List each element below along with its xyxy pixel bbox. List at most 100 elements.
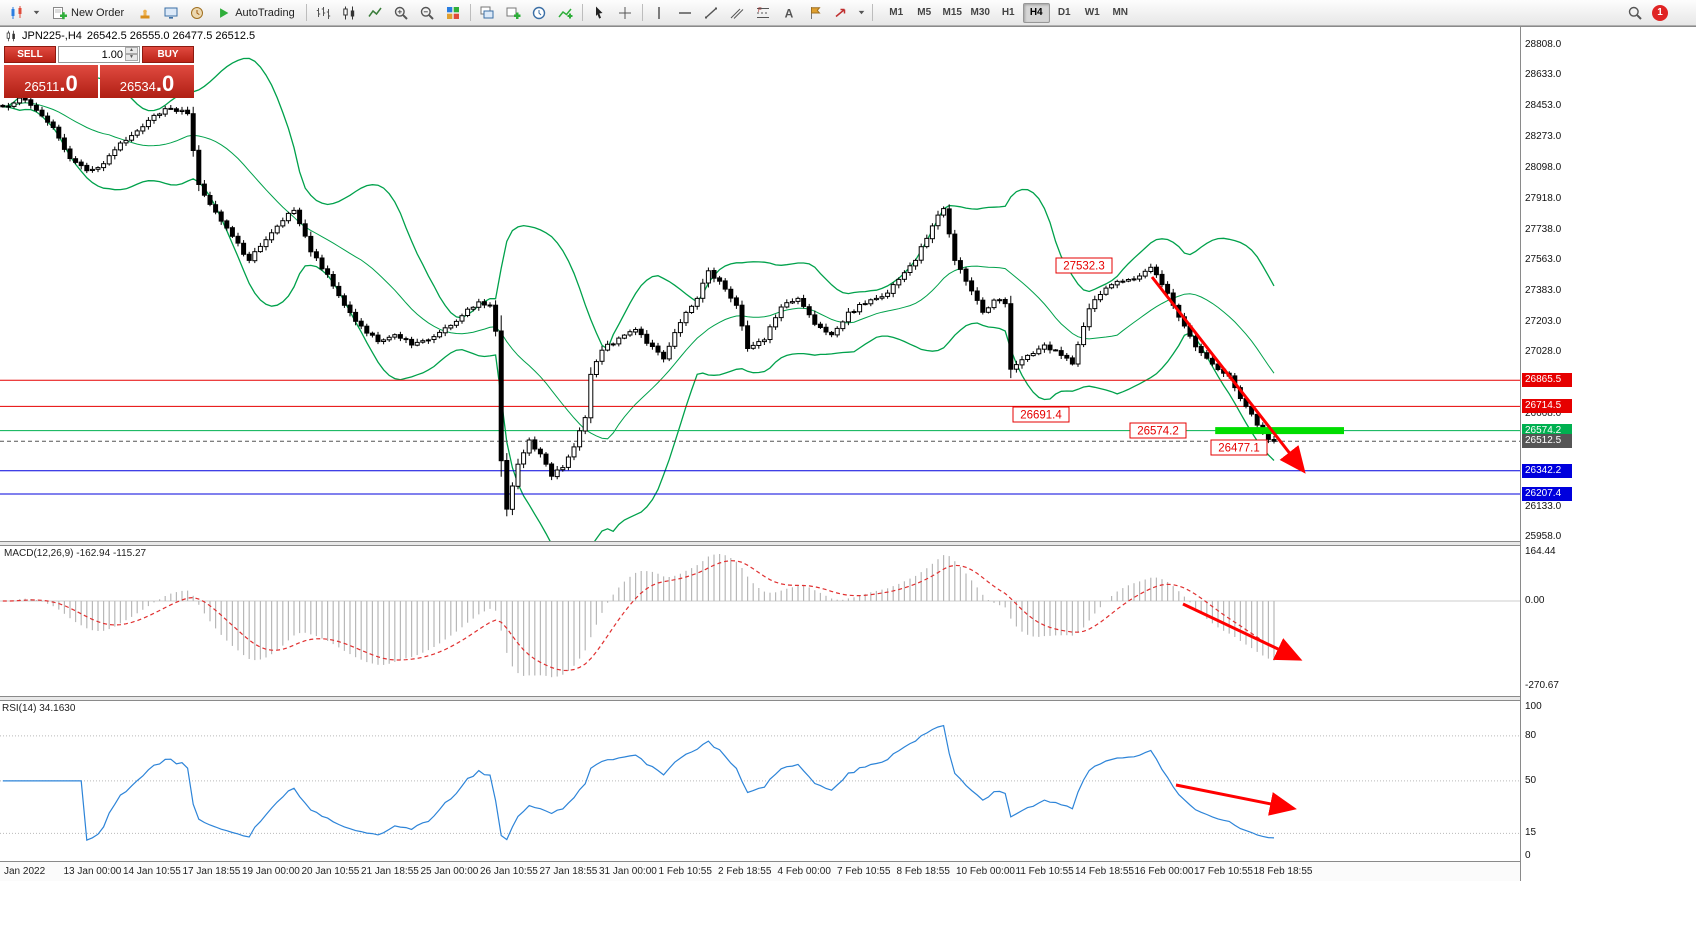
new-window-icon: [506, 7, 521, 19]
price-annotation[interactable]: 26691.4: [1012, 406, 1070, 423]
price-axis-label: 28808.0: [1525, 38, 1562, 50]
toolbar-separator: [871, 4, 873, 21]
timeframe-h4-button[interactable]: H4: [1022, 2, 1050, 23]
price-axis-label: 27738.0: [1525, 223, 1562, 235]
chart-title: JPN225-,H4 26542.5 26555.0 26477.5 26512…: [5, 30, 255, 42]
time-axis[interactable]: Jan 2022 13 Jan 00:00 14 Jan 10:55 17 Jan 1…: [0, 861, 1520, 881]
new-window-button[interactable]: [501, 2, 526, 24]
timeframe-m30-button[interactable]: M30: [967, 3, 994, 23]
panel-resize-separator[interactable]: [0, 541, 1520, 546]
timeframe-group: M1 M5 M15 M30 H1 H4 D1 W1 MN: [883, 2, 1134, 23]
notification-badge[interactable]: 1: [1652, 4, 1668, 21]
text-button[interactable]: A: [777, 2, 802, 24]
price-axis-label: 27918.0: [1525, 192, 1562, 204]
hline-button[interactable]: [673, 2, 698, 24]
support-zone-bar[interactable]: [1215, 427, 1344, 435]
macd-axis-label: 0.00: [1525, 595, 1545, 606]
trend-arrow[interactable]: [1182, 602, 1303, 661]
stamp-icon: [140, 9, 150, 18]
zoom-out-icon: [421, 6, 434, 20]
main-chart-canvas[interactable]: 27532.3 26691.4 26574.2 26477.1: [0, 27, 1520, 541]
svg-text:26574.2: 26574.2: [1137, 426, 1179, 438]
zoom-in-icon: [395, 6, 408, 20]
zoom-in-button[interactable]: [389, 2, 414, 24]
price-level-badge: 26574.2: [1522, 423, 1572, 438]
svg-text:27532.3: 27532.3: [1063, 261, 1105, 273]
time-axis-label: 27 Jan 18:55: [539, 866, 598, 877]
price-level-badge: 26512.5: [1522, 434, 1572, 449]
indicators-button[interactable]: [553, 2, 578, 24]
label-button[interactable]: [803, 2, 828, 24]
timeframe-m5-button[interactable]: M5: [911, 3, 938, 23]
macd-panel-canvas[interactable]: [0, 546, 1520, 696]
new-order-label: New Order: [71, 6, 125, 19]
tile-windows-button[interactable]: [441, 2, 466, 24]
volume-field[interactable]: 1.00 ▲ ▼: [58, 46, 140, 63]
time-axis-label: 17 Jan 18:55: [182, 866, 241, 877]
channel-button[interactable]: [725, 2, 750, 24]
timeframe-m1-button[interactable]: M1: [883, 3, 910, 23]
candlestick-chart-button[interactable]: [337, 2, 362, 24]
price-axis-label: 27383.0: [1525, 284, 1562, 296]
line-chart-button[interactable]: [363, 2, 388, 24]
volume-down-button[interactable]: ▼: [125, 54, 138, 61]
main-price-axis[interactable]: 28808.0 28633.0 28453.0 28273.0 28098.0 27918…: [1521, 27, 1695, 543]
trend-arrow[interactable]: [1150, 276, 1306, 474]
time-axis-label: 11 Feb 10:55: [1015, 866, 1074, 877]
cursor-button[interactable]: [587, 2, 612, 24]
buy-price-frac: .0: [155, 71, 175, 96]
timeframe-m15-button[interactable]: M15: [939, 3, 966, 23]
cascade-windows-button[interactable]: [475, 2, 500, 24]
toolbar-separator: [469, 4, 471, 21]
crosshair-button[interactable]: [613, 2, 638, 24]
timeframe-mn-button[interactable]: MN: [1107, 3, 1134, 23]
macd-axis[interactable]: 164.44 0.00 -270.67: [1521, 546, 1695, 696]
buy-button[interactable]: BUY: [142, 46, 194, 63]
panel-resize-separator[interactable]: [0, 696, 1520, 701]
terminal-button[interactable]: [158, 2, 183, 24]
price-axis-label: 26668.0: [1525, 408, 1562, 420]
rsi-axis[interactable]: 100 80 50 15 0: [1521, 701, 1695, 861]
new-chart-button[interactable]: [4, 2, 29, 24]
autotrading-label: AutoTrading: [235, 6, 295, 19]
price-annotation[interactable]: 26574.2: [1129, 422, 1187, 439]
new-chart-dropdown[interactable]: [30, 2, 43, 24]
timeframe-d1-button[interactable]: D1: [1051, 3, 1078, 23]
new-order-button[interactable]: New Order: [44, 2, 131, 24]
tools-dropdown[interactable]: [855, 2, 868, 24]
strategy-test-icon: [190, 6, 203, 19]
rsi-panel-canvas[interactable]: [0, 701, 1520, 861]
candlestick-icon: [343, 6, 355, 19]
zoom-out-button[interactable]: [415, 2, 440, 24]
toolbar-separator: [581, 4, 583, 21]
price-annotation[interactable]: 27532.3: [1055, 257, 1113, 274]
price-axis-label: 25958.0: [1525, 531, 1562, 543]
sell-price[interactable]: 26511.0: [4, 65, 98, 98]
svg-text:F: F: [758, 8, 762, 14]
fibonacci-icon: F: [757, 7, 770, 18]
trend-arrow[interactable]: [1175, 783, 1297, 816]
timeframe-w1-button[interactable]: W1: [1079, 3, 1106, 23]
stamp-button[interactable]: [132, 2, 157, 24]
clock-button[interactable]: [527, 2, 552, 24]
autotrading-button[interactable]: AutoTrading: [210, 2, 302, 24]
price-axis-label: 28098.0: [1525, 161, 1562, 173]
volume-up-button[interactable]: ▲: [125, 47, 138, 54]
sell-button[interactable]: SELL: [4, 46, 56, 63]
vline-button[interactable]: [647, 2, 672, 24]
fibonacci-button[interactable]: F: [751, 2, 776, 24]
price-annotation[interactable]: 26477.1: [1210, 439, 1268, 456]
buy-price[interactable]: 26534.0: [100, 65, 194, 98]
bar-chart-button[interactable]: [311, 2, 336, 24]
timeframe-h1-button[interactable]: H1: [995, 3, 1022, 23]
trendline-button[interactable]: [699, 2, 724, 24]
rsi-line: [2, 724, 1275, 841]
arrows-icon: [835, 8, 846, 17]
tile-windows-icon: [447, 6, 460, 19]
terminal-icon: [164, 7, 178, 19]
time-axis-label: 25 Jan 00:00: [420, 866, 479, 877]
strategy-test-button[interactable]: [184, 2, 209, 24]
search-button[interactable]: [1622, 2, 1647, 24]
arrows-button[interactable]: [829, 2, 854, 24]
rsi-indicator-label: RSI(14) 34.1630: [2, 703, 76, 714]
